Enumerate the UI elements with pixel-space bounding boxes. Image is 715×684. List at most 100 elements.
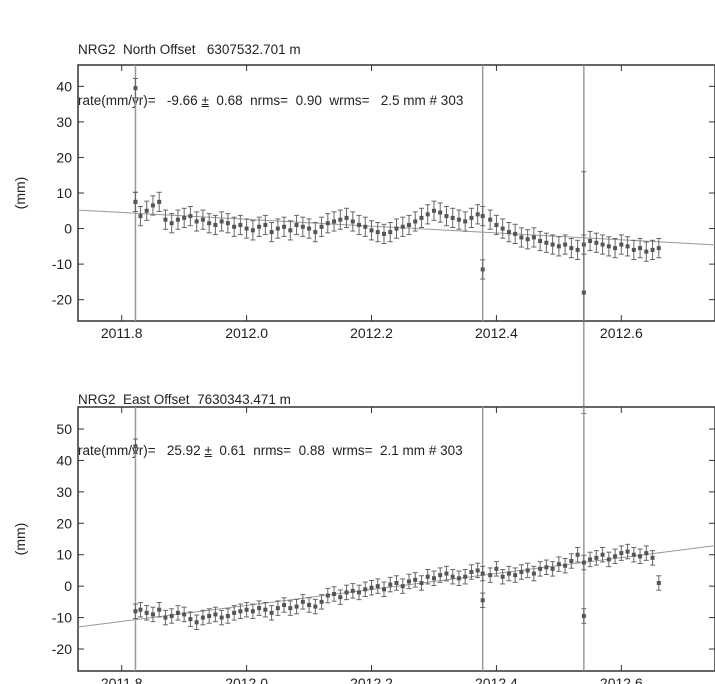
east-data-point: [475, 568, 480, 573]
east-data-point: [369, 585, 374, 590]
east-data-point: [182, 612, 187, 617]
north-outlier-point: [480, 267, 485, 272]
east-data-point: [257, 606, 262, 611]
east-data-point: [538, 566, 543, 571]
east-data-point: [157, 607, 162, 612]
east-data-point: [494, 566, 499, 571]
east-data-point: [656, 581, 661, 585]
north-data-point: [613, 246, 618, 251]
north-data-point: [207, 221, 212, 226]
east-data-point: [144, 610, 149, 615]
east-data-point: [207, 614, 212, 618]
north-y-tick-label: -20: [52, 292, 72, 308]
east-data-point: [238, 609, 243, 614]
east-x-tick-label: 2012.2: [350, 675, 393, 684]
east-data-point: [244, 607, 249, 612]
east-data-point: [638, 554, 643, 559]
north-x-tick-label: 2012.2: [350, 325, 393, 341]
east-offset: 7630343.471 m: [197, 392, 291, 407]
north-data-point: [575, 247, 580, 252]
east-x-tick-label: 2012.4: [475, 675, 518, 684]
east-data-point: [525, 568, 530, 573]
north-data-point: [631, 247, 636, 252]
east-data-point: [375, 584, 380, 589]
east-data-point: [463, 574, 468, 579]
north-data-point: [219, 219, 224, 224]
north-data-point: [563, 242, 568, 247]
east-y-axis-label: (mm): [12, 523, 28, 556]
north-data-point: [363, 224, 368, 229]
north-data-point: [213, 223, 218, 227]
north-data-point: [344, 215, 349, 220]
east-data-point: [175, 610, 180, 615]
east-count: # 303: [428, 443, 463, 458]
east-data-point: [575, 552, 580, 557]
east-data-point: [531, 571, 536, 576]
north-data-point: [513, 231, 518, 236]
east-pm: ±: [204, 443, 212, 458]
north-data-point: [544, 240, 549, 245]
north-data-point: [594, 240, 599, 245]
north-outlier-point: [581, 290, 586, 295]
north-x-tick-label: 2012.6: [600, 325, 643, 341]
north-plot-frame: [77, 64, 715, 322]
east-data-point: [307, 603, 312, 607]
north-data-point: [244, 226, 249, 231]
north-x-tick-label: 2011.8: [101, 325, 143, 341]
east-data-point: [569, 559, 574, 563]
east-title-line: NRG2 East Offset 7630343.471 m: [78, 391, 463, 408]
east-data-point: [250, 609, 255, 614]
north-plot: -20 -10 0 10 20 30 40 2011.8 2012.0 2012.2 2012.4 2…: [12, 64, 715, 414]
north-y-axis-label: (mm): [12, 177, 28, 210]
north-data-point: [638, 246, 643, 251]
east-data-point: [263, 607, 268, 612]
east-data-point: [169, 614, 174, 618]
east-data-point: [200, 615, 205, 620]
north-data-point: [313, 230, 318, 235]
east-data-point: [500, 574, 505, 579]
east-data-point: [613, 554, 618, 559]
east-component: East Offset: [123, 392, 190, 407]
east-y-tick-label: -20: [52, 641, 72, 657]
north-data-point: [419, 215, 424, 220]
east-data-point: [363, 587, 368, 592]
east-data-point: [288, 606, 293, 611]
east-data-point: [275, 606, 280, 611]
east-data-point: [488, 573, 493, 578]
north-data-point: [144, 208, 149, 213]
east-nrms: 0.88: [298, 443, 325, 458]
north-wrms: 2.5 mm: [380, 93, 426, 108]
north-data-point: [644, 249, 649, 254]
north-data-point: [319, 224, 324, 229]
north-data-point: [269, 230, 274, 235]
east-data-point: [456, 576, 461, 581]
north-y-tick-label: 20: [56, 149, 72, 165]
east-y-tick-label: -10: [52, 610, 72, 626]
north-y-tick-label: -10: [52, 256, 72, 272]
north-rate-prefix: rate(mm/yr)=: [78, 93, 156, 108]
north-data-point: [500, 226, 505, 231]
east-data-point: [650, 555, 655, 560]
north-station: NRG2: [78, 42, 116, 57]
north-component: North Offset: [123, 42, 196, 57]
east-data-point: [213, 612, 218, 617]
east-data-point: [513, 573, 518, 578]
east-wrms-label: wrms=: [332, 443, 373, 458]
north-data-point: [438, 210, 443, 215]
north-data-point: [475, 212, 480, 217]
east-data-point: [644, 551, 649, 556]
east-data-point: [406, 579, 411, 584]
east-y-tick-label: 10: [56, 547, 72, 563]
east-x-tick-label: 2012.6: [600, 675, 643, 684]
east-data-point: [519, 570, 524, 574]
north-outlier-point: [133, 199, 138, 204]
north-data-point: [569, 246, 574, 251]
north-data-point: [200, 217, 205, 222]
north-data-point: [388, 230, 393, 235]
east-data-point: [606, 557, 611, 562]
north-data-point: [350, 219, 355, 224]
north-data-point: [394, 226, 399, 231]
north-data-point: [406, 223, 411, 227]
east-outlier-point: [133, 444, 138, 449]
